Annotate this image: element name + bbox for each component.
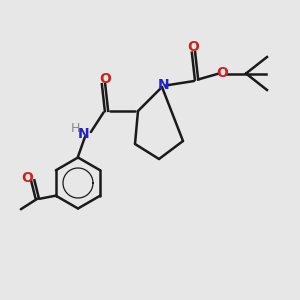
Text: O: O — [216, 66, 228, 80]
Text: N: N — [78, 127, 90, 140]
Text: O: O — [99, 72, 111, 86]
Text: O: O — [21, 171, 33, 185]
Text: H: H — [71, 122, 81, 136]
Text: N: N — [158, 78, 169, 92]
Text: O: O — [188, 40, 200, 54]
